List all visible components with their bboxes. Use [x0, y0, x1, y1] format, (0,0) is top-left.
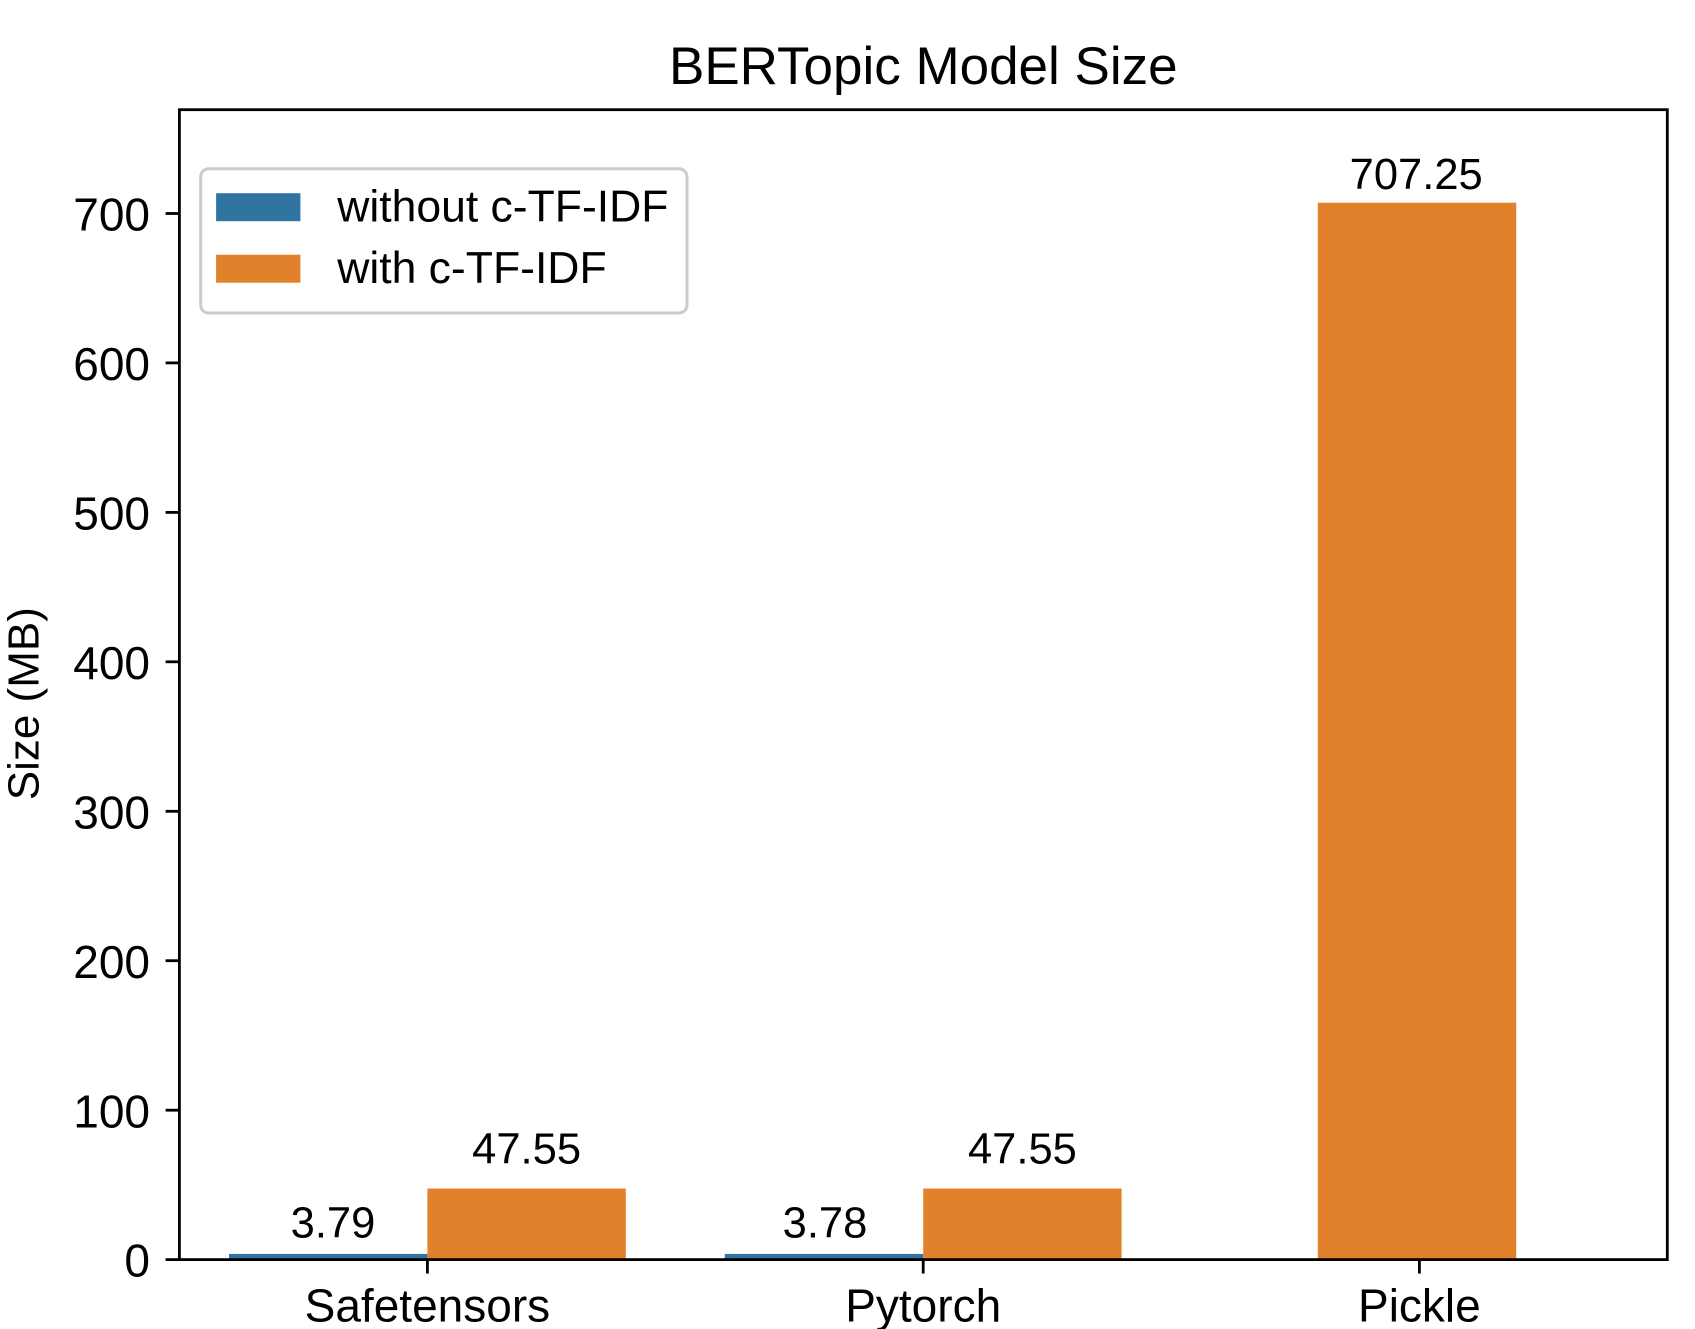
svg-text:BERTopic Model Size: BERTopic Model Size: [669, 37, 1178, 96]
svg-text:with c-TF-IDF: with c-TF-IDF: [336, 244, 606, 293]
svg-text:Pytorch: Pytorch: [845, 1280, 1001, 1329]
svg-text:400: 400: [73, 637, 150, 689]
svg-text:500: 500: [73, 488, 150, 540]
svg-text:300: 300: [73, 786, 150, 838]
svg-text:700: 700: [73, 189, 150, 241]
svg-text:0: 0: [124, 1235, 150, 1287]
svg-text:3.78: 3.78: [783, 1199, 868, 1247]
svg-text:Pickle: Pickle: [1358, 1280, 1481, 1329]
svg-text:47.55: 47.55: [472, 1126, 581, 1174]
svg-text:3.79: 3.79: [291, 1199, 376, 1247]
svg-text:707.25: 707.25: [1350, 151, 1483, 199]
svg-text:600: 600: [73, 338, 150, 390]
svg-text:200: 200: [73, 936, 150, 988]
svg-text:without c-TF-IDF: without c-TF-IDF: [336, 182, 668, 231]
svg-text:Size (MB): Size (MB): [0, 607, 49, 800]
svg-text:100: 100: [73, 1085, 150, 1137]
svg-text:47.55: 47.55: [968, 1126, 1077, 1174]
svg-text:Safetensors: Safetensors: [305, 1280, 550, 1329]
